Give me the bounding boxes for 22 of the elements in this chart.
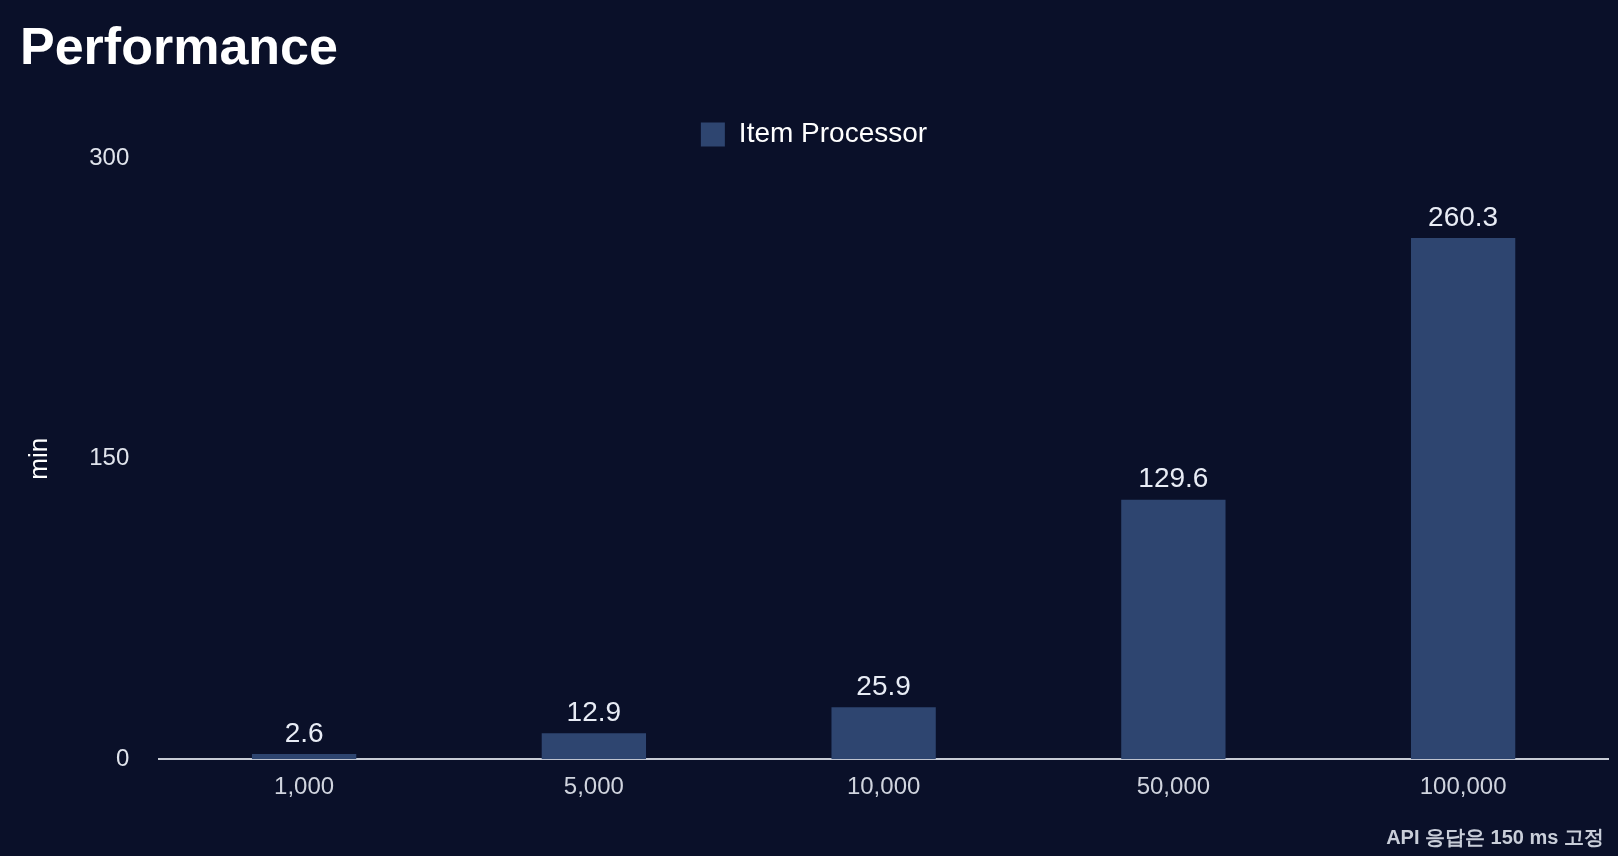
x-tick-label: 50,000 [1136,772,1211,800]
y-tick-label: 300 [89,143,130,171]
data-label: 12.9 [566,696,622,728]
x-tick-label: 5,000 [563,772,624,800]
x-tick-label: 1,000 [274,772,335,800]
legend-label: Item Processor [738,117,928,149]
text: API 응답은 150 ms 고정 [1386,825,1604,848]
data-label: 129.6 [1138,462,1209,494]
y-tick-label: 0 [115,743,130,771]
bar [251,753,357,760]
x-tick-label: 100,000 [1419,772,1507,800]
bar [831,707,936,760]
data-label: 25.9 [856,670,911,702]
x-tick-label: 10,000 [846,772,921,800]
y-axis-title: min [22,437,53,480]
y-tick-label: 150 [89,443,130,471]
data-label: 260.3 [1428,200,1499,232]
bar [1410,237,1516,760]
chart-title: Performance [20,16,338,75]
data-label: 2.6 [284,716,324,748]
bar [1121,499,1226,760]
bar [541,733,647,760]
